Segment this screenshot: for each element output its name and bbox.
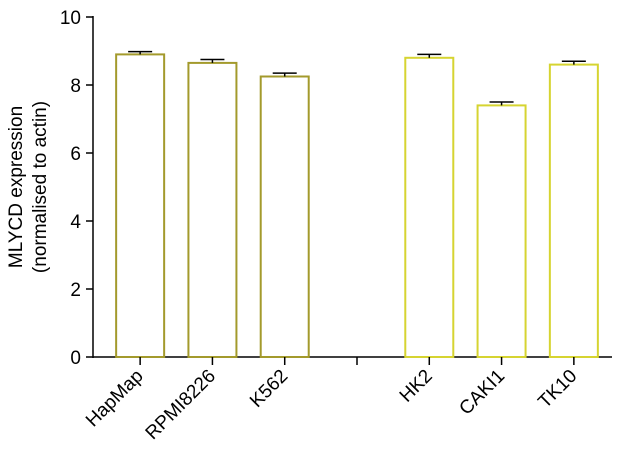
x-tick-label: K562 xyxy=(246,366,292,412)
x-tick-label: TK10 xyxy=(534,366,581,413)
y-tick-label: 10 xyxy=(60,8,81,29)
y-tick-label: 4 xyxy=(70,212,81,233)
bar xyxy=(404,56,455,359)
error-bar xyxy=(489,101,514,106)
y-axis-title: MLYCD expression (normalised to actin) xyxy=(6,101,51,273)
bar xyxy=(259,75,310,358)
x-tick-label: CAKI1 xyxy=(455,366,509,420)
error-bar xyxy=(561,60,586,65)
bar xyxy=(115,53,166,359)
error-bar xyxy=(128,50,153,55)
y-axis-title-line: (normalised to actin) xyxy=(30,101,51,273)
y-tick-label: 0 xyxy=(70,348,81,369)
error-bar xyxy=(272,72,297,77)
bar xyxy=(187,61,238,359)
y-axis-title-line: MLYCD expression xyxy=(6,106,27,268)
error-bar xyxy=(417,53,442,58)
bar xyxy=(476,104,527,359)
error-bar xyxy=(200,58,225,63)
bar xyxy=(548,63,599,358)
y-tick-label: 8 xyxy=(70,76,81,97)
x-tick-label: RPMI8226 xyxy=(142,366,220,444)
y-tick-label: 2 xyxy=(70,280,81,301)
y-tick-label: 6 xyxy=(70,144,81,165)
x-tick-label: HK2 xyxy=(396,366,437,407)
x-tick-label: HapMap xyxy=(82,366,148,432)
